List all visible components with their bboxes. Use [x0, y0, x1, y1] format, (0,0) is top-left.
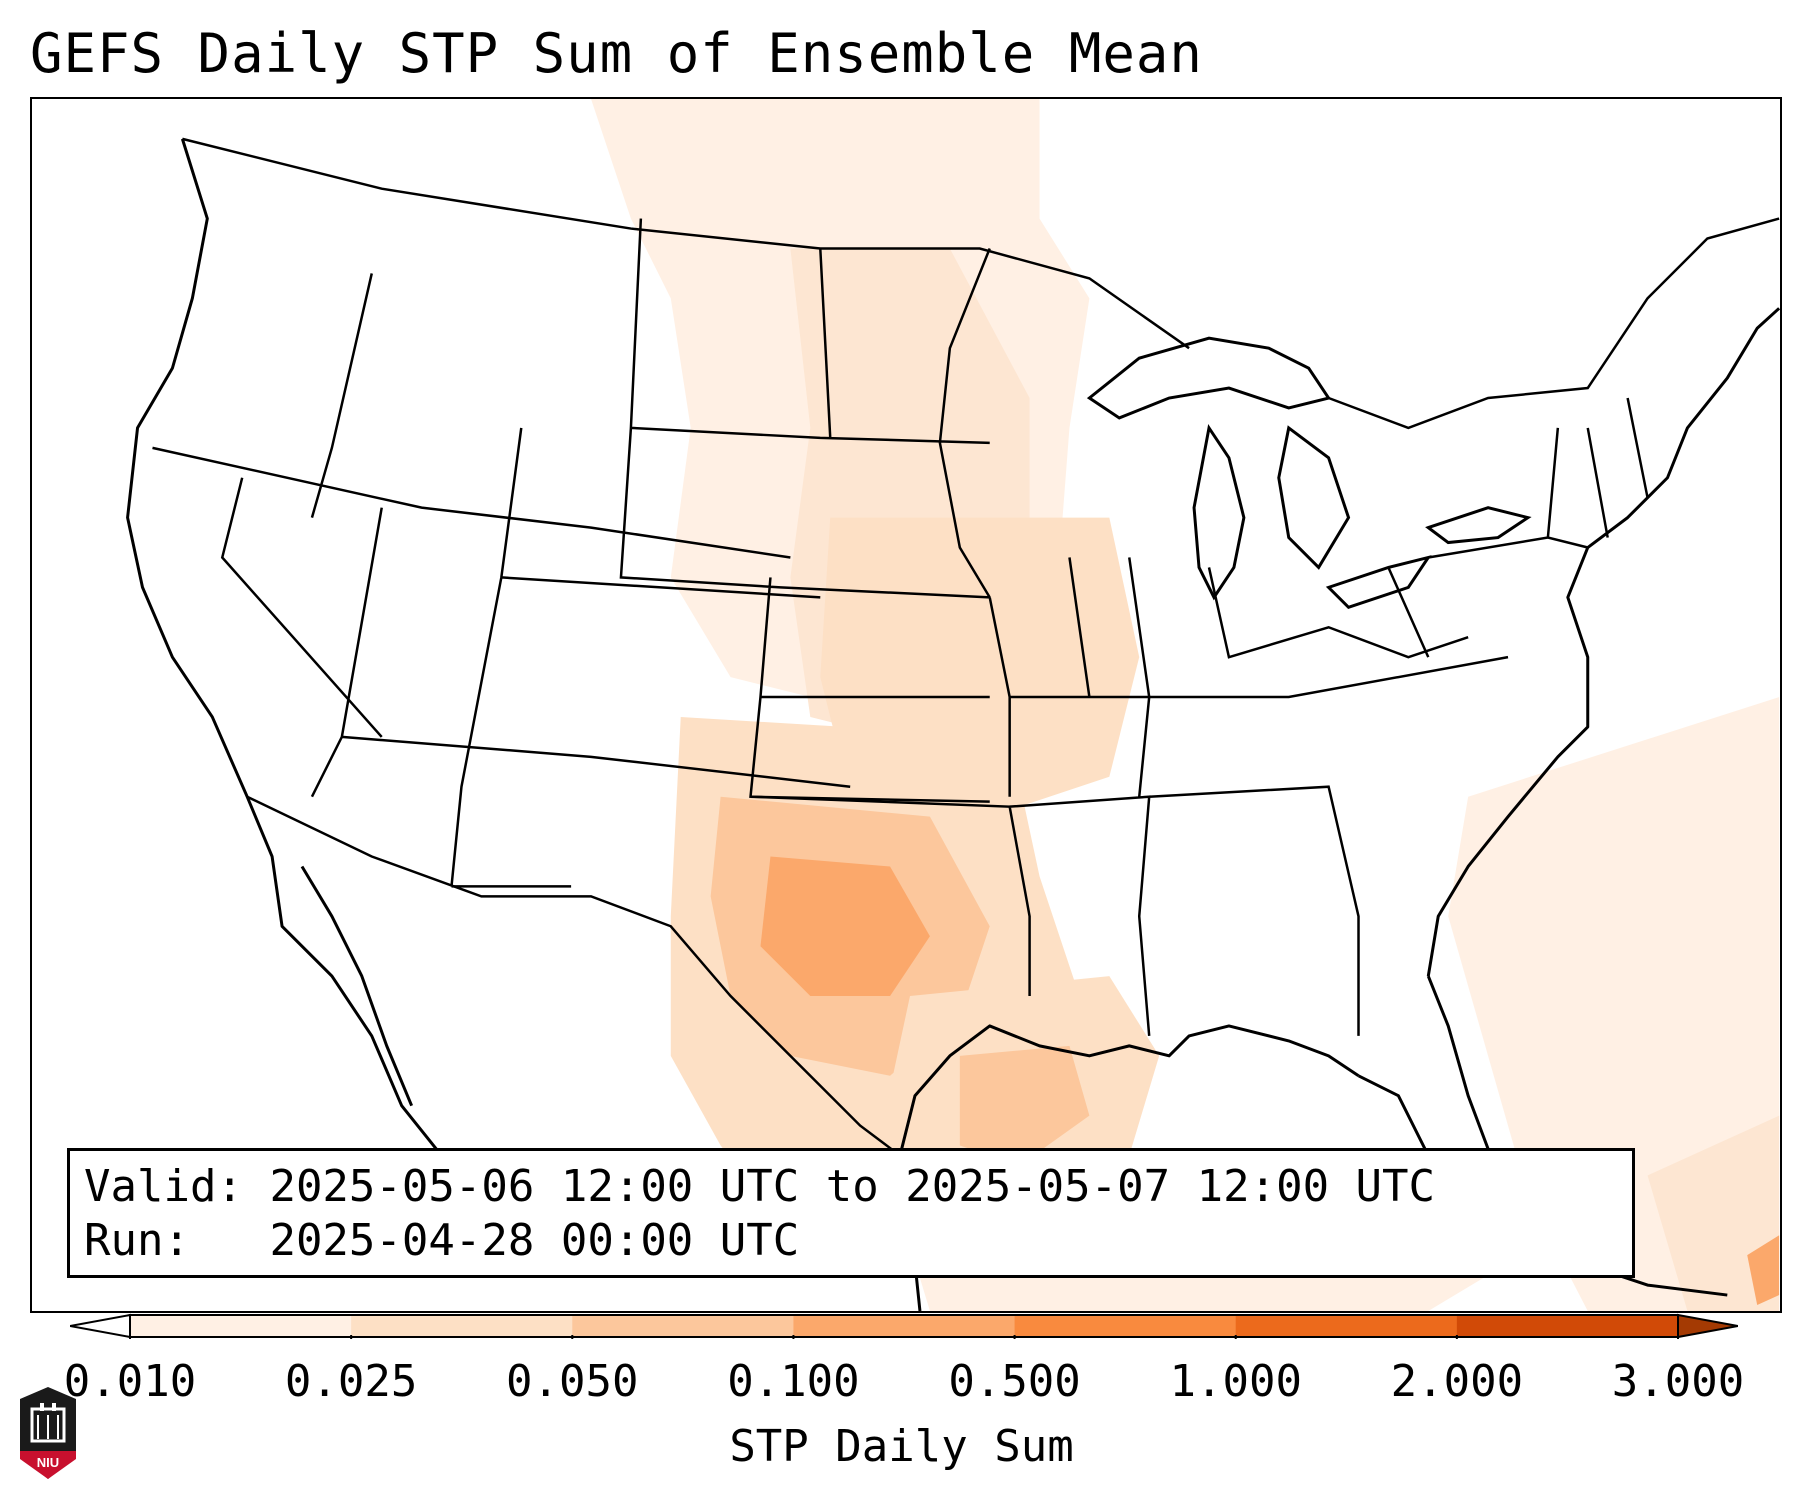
colorbar-tick-label: 0.010	[63, 1356, 197, 1407]
run-time: 2025-04-28 00:00 UTC	[269, 1215, 800, 1266]
colorbar-tick-label: 0.100	[727, 1356, 860, 1407]
valid-time-range: 2025-05-06 12:00 UTC to 2025-05-07 12:00…	[269, 1161, 1436, 1212]
validity-info-box: Valid: 2025-05-06 12:00 UTC to 2025-05-0…	[67, 1148, 1635, 1278]
colorbar-segment	[130, 1315, 352, 1337]
shade-caribbean-core	[1747, 1235, 1780, 1306]
gulf-coast	[898, 1024, 1360, 1156]
colorbar-segment	[1235, 1315, 1458, 1337]
colorbar-tick-label: 0.050	[506, 1356, 639, 1407]
university-shield-icon: NIU	[20, 1387, 76, 1479]
us-mexico-border	[246, 795, 901, 1157]
political-borders	[152, 137, 1780, 1157]
lake-superior	[1086, 336, 1332, 420]
colorbar-tick-label: 3.000	[1611, 1356, 1745, 1407]
shade-caribbean	[1647, 1115, 1780, 1311]
colorbar-extend-low	[70, 1313, 131, 1339]
shade-texas-core	[760, 856, 930, 997]
colorbar-label: STP Daily Sum	[729, 1421, 1074, 1472]
valid-label: Valid:	[84, 1161, 243, 1212]
pacific-coast	[126, 138, 443, 1157]
colorbar-tick-label: 1.000	[1169, 1356, 1302, 1407]
lake-ontario	[1425, 506, 1532, 545]
atlantic-coast	[1426, 307, 1780, 977]
colorbar-segment	[351, 1315, 573, 1337]
colorbar-tick-label: 0.025	[284, 1356, 418, 1407]
map-canvas	[126, 99, 1780, 1311]
logo-text: NIU	[37, 1455, 59, 1470]
colorbar	[70, 1313, 1738, 1339]
state-lines-south	[750, 655, 1509, 1037]
colorbar-tick-label: 2.000	[1390, 1356, 1524, 1407]
lake-erie	[1325, 555, 1432, 610]
state-lines-east	[1068, 397, 1649, 698]
colorbar-segment	[793, 1315, 1016, 1337]
colorbar-segment	[1014, 1315, 1237, 1337]
stp-shading	[591, 99, 1780, 1311]
colorbar-outline	[129, 1314, 1679, 1338]
baja-peninsula	[300, 865, 414, 1107]
lake-huron	[1277, 425, 1351, 570]
lake-michigan	[1192, 424, 1246, 601]
colorbar-segment	[1456, 1315, 1679, 1337]
colorbar-extend-high	[1677, 1313, 1738, 1339]
run-label: Run:	[84, 1215, 190, 1266]
state-lines-west	[152, 273, 851, 888]
colorbar-segment	[572, 1315, 794, 1337]
chart-title: GEFS Daily STP Sum of Ensemble Mean	[30, 22, 1203, 85]
map-panel	[30, 97, 1782, 1313]
great-lakes	[1086, 336, 1532, 610]
colorbar-tick-label: 0.500	[948, 1356, 1081, 1407]
shade-gulf-core	[959, 1045, 1090, 1166]
